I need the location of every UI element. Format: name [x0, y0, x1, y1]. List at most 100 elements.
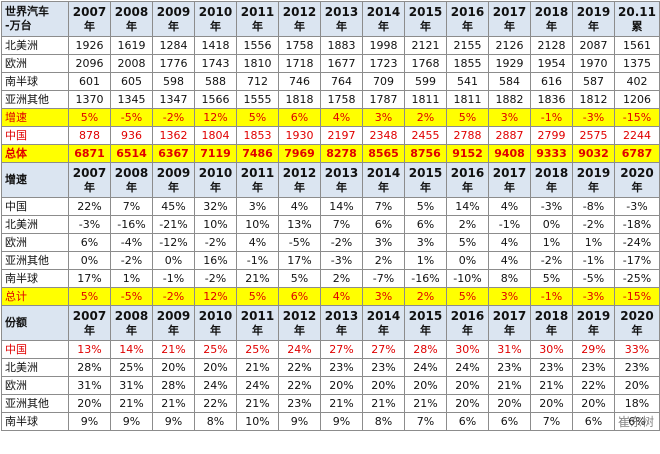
year-label: 2007 — [72, 4, 107, 19]
table-cell: 6514 — [110, 144, 153, 163]
table-cell: 0% — [68, 251, 111, 270]
table-cell: -7% — [362, 269, 405, 288]
year-header: 2008 年 — [110, 162, 153, 198]
year-header: 2018 年 — [530, 1, 573, 37]
table-cell: -3% — [572, 108, 615, 127]
table-cell: 1362 — [152, 126, 195, 145]
table-cell: 6% — [278, 287, 321, 306]
table-cell: 9% — [110, 412, 153, 431]
year-label: 2009 — [156, 165, 191, 180]
year-header: 2015 年 — [404, 305, 447, 341]
year-label: 2007 — [72, 308, 107, 323]
table-cell: 22% — [572, 376, 615, 395]
year-header: 2012 年 — [278, 305, 321, 341]
year-label: 2011 — [240, 308, 275, 323]
table-cell: 5% — [68, 108, 111, 127]
table-cell: 23% — [278, 394, 321, 413]
row-label: 中国 — [1, 126, 69, 145]
table-cell: 23% — [488, 358, 531, 377]
table-cell: 21% — [320, 394, 363, 413]
year-label: 2015 — [408, 308, 443, 323]
table-cell: 1853 — [236, 126, 279, 145]
year-label: 2013 — [324, 4, 359, 19]
year-label: 2008 — [114, 165, 149, 180]
table-cell: 1677 — [320, 54, 363, 73]
table-cell: 2155 — [446, 36, 489, 55]
year-suffix: 年 — [378, 323, 389, 337]
table-cell: 2% — [404, 287, 447, 306]
table-cell: 22% — [278, 376, 321, 395]
row-label: 总计 — [1, 287, 69, 306]
year-label: 2010 — [198, 4, 233, 19]
table-cell: -15% — [614, 287, 660, 306]
table-cell: -24% — [614, 233, 660, 252]
year-header: 2019 年 — [572, 1, 615, 37]
table-cell: 7969 — [278, 144, 321, 163]
year-header: 2014 年 — [362, 1, 405, 37]
table-cell: 4% — [320, 108, 363, 127]
year-suffix: 累 — [631, 19, 643, 33]
table-cell: 8565 — [362, 144, 405, 163]
year-label: 2016 — [450, 308, 485, 323]
year-label: 2017 — [492, 308, 527, 323]
year-suffix: 年 — [84, 180, 95, 194]
table-cell: 20% — [320, 376, 363, 395]
table-cell: 1818 — [278, 90, 321, 109]
year-header: 2012 年 — [278, 162, 321, 198]
table-cell: 5% — [68, 287, 111, 306]
year-label: 2010 — [198, 165, 233, 180]
table-cell: 601 — [68, 72, 111, 91]
year-label: 2014 — [366, 4, 401, 19]
table-cell: 1370 — [68, 90, 111, 109]
table-cell: 10% — [194, 215, 237, 234]
table-cell: 1930 — [278, 126, 321, 145]
table-cell: 1% — [404, 251, 447, 270]
year-suffix: 年 — [252, 323, 263, 337]
table-cell: 1883 — [320, 36, 363, 55]
table-cell: 599 — [404, 72, 447, 91]
table-cell: 1929 — [488, 54, 531, 73]
table-row: 南半球 17% 1% -1% -2% 21% 5% 2% -7% -16% -10% 8% 5% -5% -… — [1, 269, 660, 288]
table-cell: 6787 — [614, 144, 660, 163]
table-cell: 709 — [362, 72, 405, 91]
table-cell: 2% — [362, 251, 405, 270]
row-label: 南半球 — [1, 412, 69, 431]
table-cell: 1418 — [194, 36, 237, 55]
table-cell: -18% — [614, 215, 660, 234]
table-cell: 1776 — [152, 54, 195, 73]
table-cell: 20% — [152, 358, 195, 377]
year-header: 2010 年 — [194, 162, 237, 198]
table-cell: 9% — [278, 412, 321, 431]
table-cell: 4% — [278, 197, 321, 216]
year-suffix: 年 — [420, 19, 431, 33]
table-cell: 1787 — [362, 90, 405, 109]
table-cell: 2008 — [110, 54, 153, 73]
table-cell: 0% — [446, 251, 489, 270]
table-cell: 31% — [68, 376, 111, 395]
table-cell: 1345 — [110, 90, 153, 109]
table-cell: -16% — [404, 269, 447, 288]
table-cell: 1811 — [446, 90, 489, 109]
table-cell: 24% — [194, 376, 237, 395]
table-cell: -1% — [236, 251, 279, 270]
table-cell: 9333 — [530, 144, 573, 163]
table-cell: 9% — [68, 412, 111, 431]
table-cell: 3% — [362, 108, 405, 127]
table-cell: 936 — [110, 126, 153, 145]
table-cell: 20% — [572, 394, 615, 413]
table-cell: 878 — [68, 126, 111, 145]
table-cell: 1718 — [278, 54, 321, 73]
year-label: 2016 — [450, 4, 485, 19]
table-cell: 23% — [530, 358, 573, 377]
table-cell: 1758 — [278, 36, 321, 55]
year-suffix: 年 — [294, 180, 305, 194]
year-label: 2011 — [240, 165, 275, 180]
table-cell: 20% — [68, 394, 111, 413]
year-suffix: 年 — [294, 323, 305, 337]
table-cell: 4% — [236, 233, 279, 252]
year-header: 2013 年 — [320, 1, 363, 37]
table-cell: 1566 — [194, 90, 237, 109]
table-cell: 21% — [530, 376, 573, 395]
table-cell: 584 — [488, 72, 531, 91]
table-cell: 4% — [488, 197, 531, 216]
